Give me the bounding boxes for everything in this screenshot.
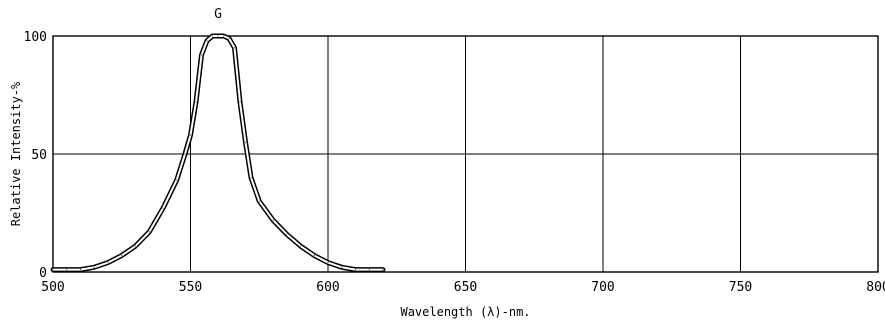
data-point-0-15 <box>212 35 213 37</box>
x-tick-label-5: 750 <box>729 280 752 295</box>
data-point-0-30 <box>355 269 356 271</box>
data-point-0-12 <box>195 101 197 103</box>
x-tick-label-6: 800 <box>866 280 885 295</box>
data-point-0-17 <box>223 35 224 37</box>
data-point-0-20 <box>239 101 241 103</box>
data-point-0-14 <box>206 40 208 42</box>
data-point-0-8 <box>162 207 164 209</box>
data-point-0-9 <box>176 179 178 181</box>
x-tick-label-4: 700 <box>591 280 614 295</box>
data-point-0-28 <box>327 262 329 264</box>
x-tick-label-3: 650 <box>454 280 477 295</box>
y-tick-label-2: 100 <box>24 30 47 45</box>
x-tick-label-0: 500 <box>41 280 64 295</box>
data-point-0-18 <box>228 37 230 39</box>
data-point-0-26 <box>300 245 301 247</box>
x-axis-label: Wavelength (λ)-nm. <box>400 305 530 319</box>
data-point-0-10 <box>184 153 186 155</box>
y-tick-label-1: 50 <box>31 148 47 163</box>
chart-grid <box>52 35 879 273</box>
data-point-0-7 <box>148 231 150 233</box>
data-point-0-22 <box>250 177 252 179</box>
x-tick-label-2: 600 <box>316 280 339 295</box>
y-axis-label: Relative Intensity-% <box>9 81 23 226</box>
data-point-0-6 <box>135 245 136 247</box>
data-point-0-2 <box>80 269 81 271</box>
data-point-0-25 <box>286 233 288 235</box>
data-point-0-29 <box>341 266 343 268</box>
data-point-0-11 <box>190 134 191 136</box>
series-line-inner-0 <box>52 35 384 271</box>
data-point-0-1 <box>66 269 68 271</box>
series-line-outer-0 <box>50 33 386 273</box>
data-point-0-5 <box>121 254 123 256</box>
data-point-0-0 <box>52 269 54 271</box>
data-point-0-3 <box>93 266 95 268</box>
data-point-0-31 <box>368 269 370 271</box>
data-point-0-16 <box>217 35 219 37</box>
data-point-0-23 <box>258 200 260 202</box>
spectral-curves <box>50 33 386 273</box>
data-point-0-32 <box>382 269 384 271</box>
data-point-0-24 <box>272 219 274 221</box>
plot-frame <box>52 35 879 273</box>
x-tick-label-1: 550 <box>179 280 202 295</box>
data-point-0-21 <box>245 141 246 143</box>
data-point-0-4 <box>107 262 109 264</box>
y-tick-label-0: 0 <box>39 266 47 281</box>
data-point-0-27 <box>313 254 315 256</box>
series-label-g: G <box>214 7 222 22</box>
y-tick-labels: 0 50 100 <box>24 30 47 281</box>
x-tick-labels: 500 550 600 650 700 750 800 <box>41 280 885 295</box>
data-point-0-19 <box>234 47 235 49</box>
data-point-0-13 <box>201 54 202 56</box>
